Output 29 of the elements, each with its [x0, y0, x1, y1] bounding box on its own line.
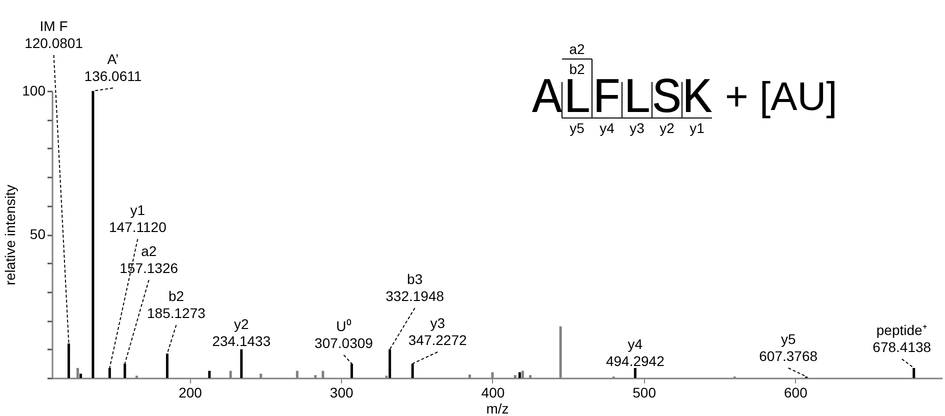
x-tick-label: 400	[481, 384, 505, 400]
x-tick-label: 300	[330, 384, 354, 400]
y-tick-label: 50	[30, 226, 46, 242]
bar	[92, 91, 94, 378]
bar	[912, 368, 916, 378]
bar	[240, 349, 243, 378]
x-tick-label: 200	[178, 384, 202, 400]
y-axis-title: relative intensity	[2, 184, 18, 286]
y-tick-label: 100	[22, 82, 46, 98]
x-axis-title: m/z	[486, 400, 509, 416]
annotation: y5 607.3768	[759, 331, 818, 364]
text: a2	[569, 41, 585, 57]
annotation: y1 147.1120	[109, 202, 167, 235]
annotation: y4 494.2942	[606, 336, 665, 369]
bar	[518, 372, 521, 378]
annotation: A’ 136.0611	[84, 51, 142, 84]
annotation: U⁰ 307.0309	[314, 318, 374, 351]
annotation: y3 347.2272	[408, 315, 467, 348]
annotation: b2 185.1273	[147, 288, 206, 321]
annotation: IM F 120.0801	[24, 18, 84, 51]
annotation: peptide⁺ 678.4138	[872, 322, 932, 355]
annotation: a2 157.1326	[120, 243, 178, 276]
annotation: b3 332.1948	[386, 271, 444, 304]
bar	[208, 370, 211, 378]
bar	[80, 374, 82, 378]
x-tick-label: 500	[632, 384, 656, 400]
annotation: y2 234.1433	[212, 316, 271, 349]
x-tick-label: 600	[784, 384, 808, 400]
annotation: + [AU]	[725, 75, 838, 119]
